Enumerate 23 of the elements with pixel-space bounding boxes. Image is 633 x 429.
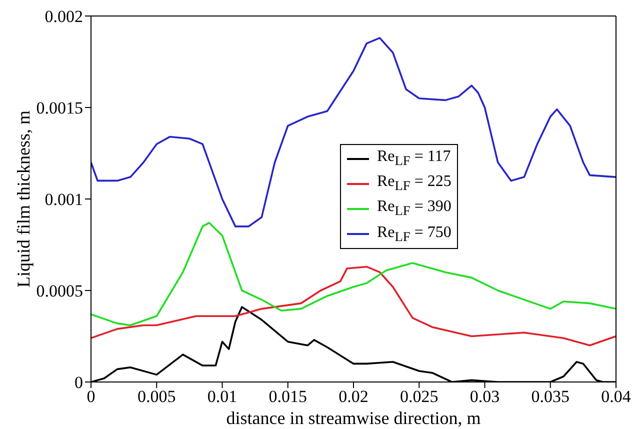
x-tick-label: 0.04 [601, 387, 632, 406]
y-tick-label: 0 [74, 373, 83, 392]
legend-label: Re$_{LF}$ = 390 [377, 197, 452, 221]
y-tick-label: 0.001 [44, 190, 83, 210]
line-series [91, 266, 616, 346]
legend-label: Re$_{LF}$ = 750 [377, 222, 452, 246]
y-tick-label: 0.0015 [36, 98, 83, 118]
legend-label: Re$_{LF}$ = 225 [377, 172, 452, 196]
y-axis-title: Liquid film thickness, m [13, 110, 34, 288]
x-tick-label: 0.03 [470, 387, 500, 406]
x-tick-label: 0.01 [207, 387, 238, 406]
x-tick-label: 0.035 [531, 387, 570, 406]
y-tick-label: 0.0005 [36, 282, 83, 301]
x-tick-label: 0.005 [138, 387, 176, 406]
line-series [91, 222, 616, 326]
y-tick-label: 0.002 [44, 7, 83, 26]
x-axis-title: distance in streamwise direction, m [226, 408, 481, 428]
x-tick-label: 0 [86, 387, 96, 406]
x-tick-label: 0.025 [400, 387, 438, 406]
x-tick-label: 0.015 [268, 387, 307, 406]
legend-label: Re$_{LF}$ = 117 [377, 147, 451, 170]
line-series [91, 37, 616, 228]
x-tick-label: 0.02 [338, 387, 368, 406]
